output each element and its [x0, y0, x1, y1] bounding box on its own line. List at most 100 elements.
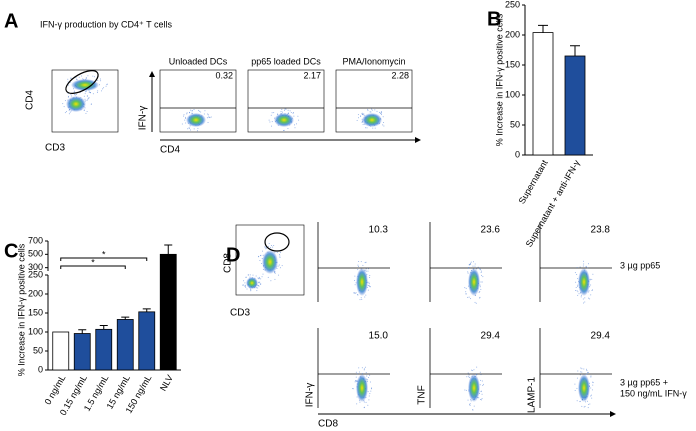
event-dot [480, 271, 482, 273]
event-dot [576, 290, 578, 292]
x-axis-label: CD8 [318, 419, 338, 430]
event-dot [579, 266, 581, 268]
event-dot [366, 127, 368, 129]
significance-label: * [91, 257, 95, 267]
error-bar [538, 24, 548, 33]
event-dot [579, 401, 581, 403]
significance-bracket [60, 257, 148, 261]
y-axis-label: IFN-γ [305, 383, 316, 407]
event-dot [575, 290, 577, 292]
bar [73, 333, 91, 371]
density [468, 374, 480, 402]
event-dot [479, 286, 481, 288]
event-dot [368, 281, 370, 283]
event-dot [206, 117, 208, 119]
event-dot [256, 287, 258, 289]
event-dot [464, 287, 466, 289]
event-dot [76, 79, 78, 81]
event-dot [207, 121, 209, 123]
event-dot [100, 80, 102, 82]
event-dot [97, 90, 99, 92]
event-dot [481, 393, 483, 395]
event-dot [357, 269, 359, 271]
event-dot [472, 370, 474, 372]
event-dot [260, 254, 262, 256]
row-label: 3 µg pp65 + [620, 377, 668, 387]
event-dot [197, 130, 199, 132]
event-dot [367, 289, 369, 291]
event-dot [583, 406, 585, 408]
event-dot [481, 398, 483, 400]
event-dot [190, 109, 192, 111]
bar [95, 328, 113, 371]
event-dot [464, 389, 466, 391]
event-dot [285, 108, 287, 110]
event-dot [576, 273, 578, 275]
event-dot [283, 109, 285, 111]
plot-frame [235, 224, 305, 296]
event-dot [298, 119, 300, 121]
event-dot [208, 116, 210, 118]
event-dot [470, 262, 472, 264]
event-dot [469, 403, 471, 405]
event-dot [293, 115, 295, 117]
event-dot [590, 284, 592, 286]
event-dot [467, 267, 469, 269]
event-dot [581, 405, 583, 407]
gate-y-label: CD8 [223, 253, 234, 273]
event-dot [365, 261, 367, 263]
event-dot [365, 270, 367, 272]
event-dot [357, 294, 359, 296]
y-tick-label: 50 [33, 345, 43, 355]
event-dot [581, 371, 583, 373]
event-dot [67, 96, 69, 98]
event-dot [197, 127, 199, 129]
event-dot [587, 263, 589, 265]
event-dot [365, 268, 367, 270]
event-dot [264, 245, 266, 247]
event-dot [360, 115, 362, 117]
event-dot [106, 83, 108, 85]
event-dot [383, 121, 385, 123]
event-dot [102, 88, 104, 90]
event-dot [274, 272, 276, 274]
event-dot [244, 282, 246, 284]
event-dot [73, 90, 75, 92]
event-dot [474, 263, 476, 265]
event-dot [183, 115, 185, 117]
event-dot [479, 297, 481, 299]
plot-frame [335, 69, 413, 133]
event-dot [371, 109, 373, 111]
gate-percent: 10.3 [369, 225, 389, 236]
event-dot [259, 260, 261, 262]
event-dot [583, 368, 585, 370]
event-dot [481, 281, 483, 283]
event-dot [264, 246, 266, 248]
event-dot [585, 373, 587, 375]
event-dot [481, 274, 483, 276]
event-dot [255, 275, 257, 277]
event-dot [374, 109, 376, 111]
event-dot [370, 286, 372, 288]
event-dot [271, 121, 273, 123]
event-dot [376, 110, 378, 112]
event-dot [185, 122, 187, 124]
event-dot [368, 268, 370, 270]
event-dot [271, 112, 273, 114]
event-dot [576, 285, 578, 287]
event-dot [268, 119, 270, 121]
event-dot [280, 252, 282, 254]
event-dot [374, 127, 376, 129]
event-dot [370, 108, 372, 110]
error-bar [99, 325, 108, 330]
density [362, 113, 382, 127]
gate-y-label: CD4 [25, 90, 36, 110]
event-dot [467, 372, 469, 374]
event-dot [185, 116, 187, 118]
event-dot [99, 84, 101, 86]
y-tick-label: 300 [28, 262, 43, 272]
event-dot [582, 265, 584, 267]
panel-title: IFN-γ production by CD4⁺ T cells [40, 19, 172, 29]
event-dot [294, 124, 296, 126]
event-dot [204, 110, 206, 112]
